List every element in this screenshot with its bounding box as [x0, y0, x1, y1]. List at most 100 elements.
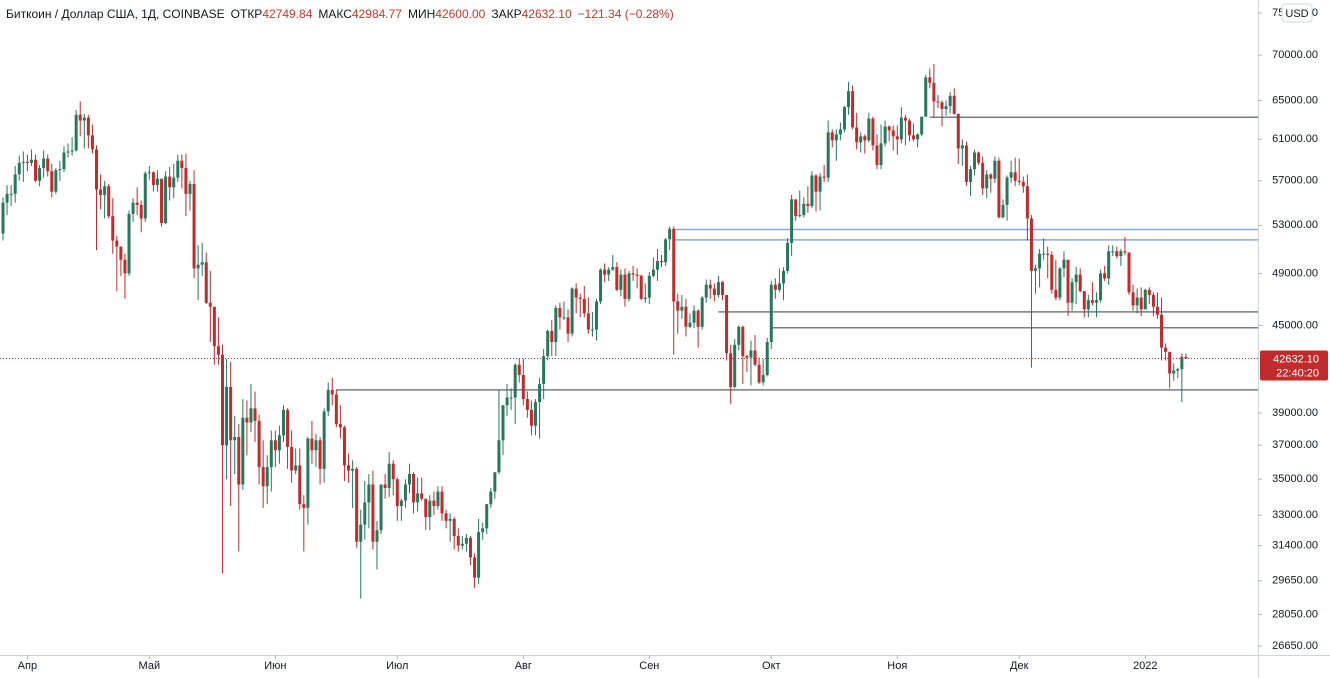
y-tick-label: 49000.00 — [1272, 267, 1318, 279]
candle-body — [765, 341, 769, 375]
candle-body — [928, 77, 932, 83]
candle-body — [306, 438, 310, 508]
candle-body — [672, 228, 676, 302]
candle-body — [529, 409, 533, 426]
candle-body — [497, 440, 501, 473]
candle-body — [351, 468, 355, 471]
candle-body — [66, 151, 70, 153]
candle-body — [9, 193, 13, 195]
candle-body — [58, 169, 62, 171]
candle-body — [38, 168, 42, 181]
candle-body — [594, 301, 598, 330]
candle-body — [997, 160, 1001, 218]
candle-body — [74, 114, 78, 151]
candle-body — [34, 159, 38, 181]
candle-body — [680, 306, 684, 311]
ohlc-label: ОТКР — [230, 7, 263, 21]
x-tick-label: Июл — [386, 660, 408, 672]
candle-body — [948, 95, 952, 107]
candle-body — [940, 102, 944, 110]
candle-body — [115, 240, 119, 247]
candle-body — [924, 77, 928, 117]
bar-countdown: 22:40:20 — [1276, 367, 1319, 379]
candle-body — [676, 301, 680, 311]
candle-body — [338, 424, 342, 428]
candle-body — [286, 409, 290, 447]
candle-body — [5, 193, 9, 203]
candle-body — [907, 120, 911, 136]
candle-body — [1139, 297, 1143, 310]
candle-body — [204, 262, 208, 303]
candle-body — [623, 274, 627, 299]
candle-body — [403, 484, 407, 501]
candle-body — [147, 172, 151, 174]
candle-body — [90, 135, 94, 150]
candle-body — [281, 409, 285, 436]
candle-body — [513, 364, 517, 398]
candle-body — [749, 350, 753, 358]
candle-body — [1184, 356, 1188, 359]
candle-body — [920, 116, 924, 135]
candle-body — [692, 310, 696, 323]
ohlc-value: 42632.10 — [521, 7, 572, 21]
candle-body — [899, 117, 903, 140]
candle-body — [176, 160, 180, 178]
candle-body — [245, 417, 249, 423]
candle-body — [964, 145, 968, 182]
candle-body — [436, 491, 440, 507]
candle-body — [172, 177, 176, 188]
candle-body — [1082, 291, 1086, 310]
candle-body — [781, 270, 785, 284]
candle-body — [737, 326, 741, 345]
candle-body — [712, 288, 716, 295]
candle-body — [725, 294, 729, 354]
candle-body — [1123, 251, 1127, 253]
candle-body — [1099, 273, 1103, 301]
candle-body — [985, 174, 989, 189]
candle-body — [1029, 218, 1033, 271]
candle-body — [212, 306, 216, 347]
candle-body — [627, 273, 631, 299]
candle-body — [151, 172, 155, 186]
candle-body — [875, 145, 879, 165]
candle-body — [269, 440, 273, 468]
candle-body — [501, 405, 505, 441]
candle-body — [42, 158, 46, 169]
candle-body — [294, 465, 298, 471]
candle-body — [867, 118, 871, 141]
candle-body — [1172, 370, 1176, 374]
candle-body — [367, 484, 371, 503]
candle-body — [310, 438, 314, 451]
candle-body — [1, 202, 5, 234]
candle-body — [253, 408, 257, 421]
candle-body — [818, 176, 822, 192]
candle-body — [347, 465, 351, 471]
candle-body — [952, 95, 956, 114]
candle-body — [94, 149, 98, 190]
y-tick-label: 28050.00 — [1272, 609, 1318, 621]
candle-body — [298, 465, 302, 505]
candle-body — [432, 500, 436, 507]
candle-body — [1054, 289, 1058, 298]
x-tick-label: Окт — [762, 660, 781, 672]
candle-body — [741, 326, 745, 357]
candle-body — [54, 170, 58, 192]
candle-body — [168, 176, 172, 188]
candle-body — [912, 135, 916, 140]
candle-body — [790, 199, 794, 243]
y-tick-label: 29650.00 — [1272, 575, 1318, 587]
candle-body — [562, 317, 566, 319]
candle-body — [887, 126, 891, 131]
ohlc-value: 42984.77 — [351, 7, 402, 21]
candle-body — [383, 484, 387, 489]
candle-body — [265, 467, 269, 487]
candle-body — [1176, 369, 1180, 371]
candle-body — [229, 386, 233, 441]
candle-body — [505, 397, 509, 406]
candle-body — [468, 537, 472, 558]
candle-body — [810, 175, 814, 207]
candle-body — [119, 246, 123, 260]
candle-body — [1090, 300, 1094, 303]
candle-body — [859, 136, 863, 143]
